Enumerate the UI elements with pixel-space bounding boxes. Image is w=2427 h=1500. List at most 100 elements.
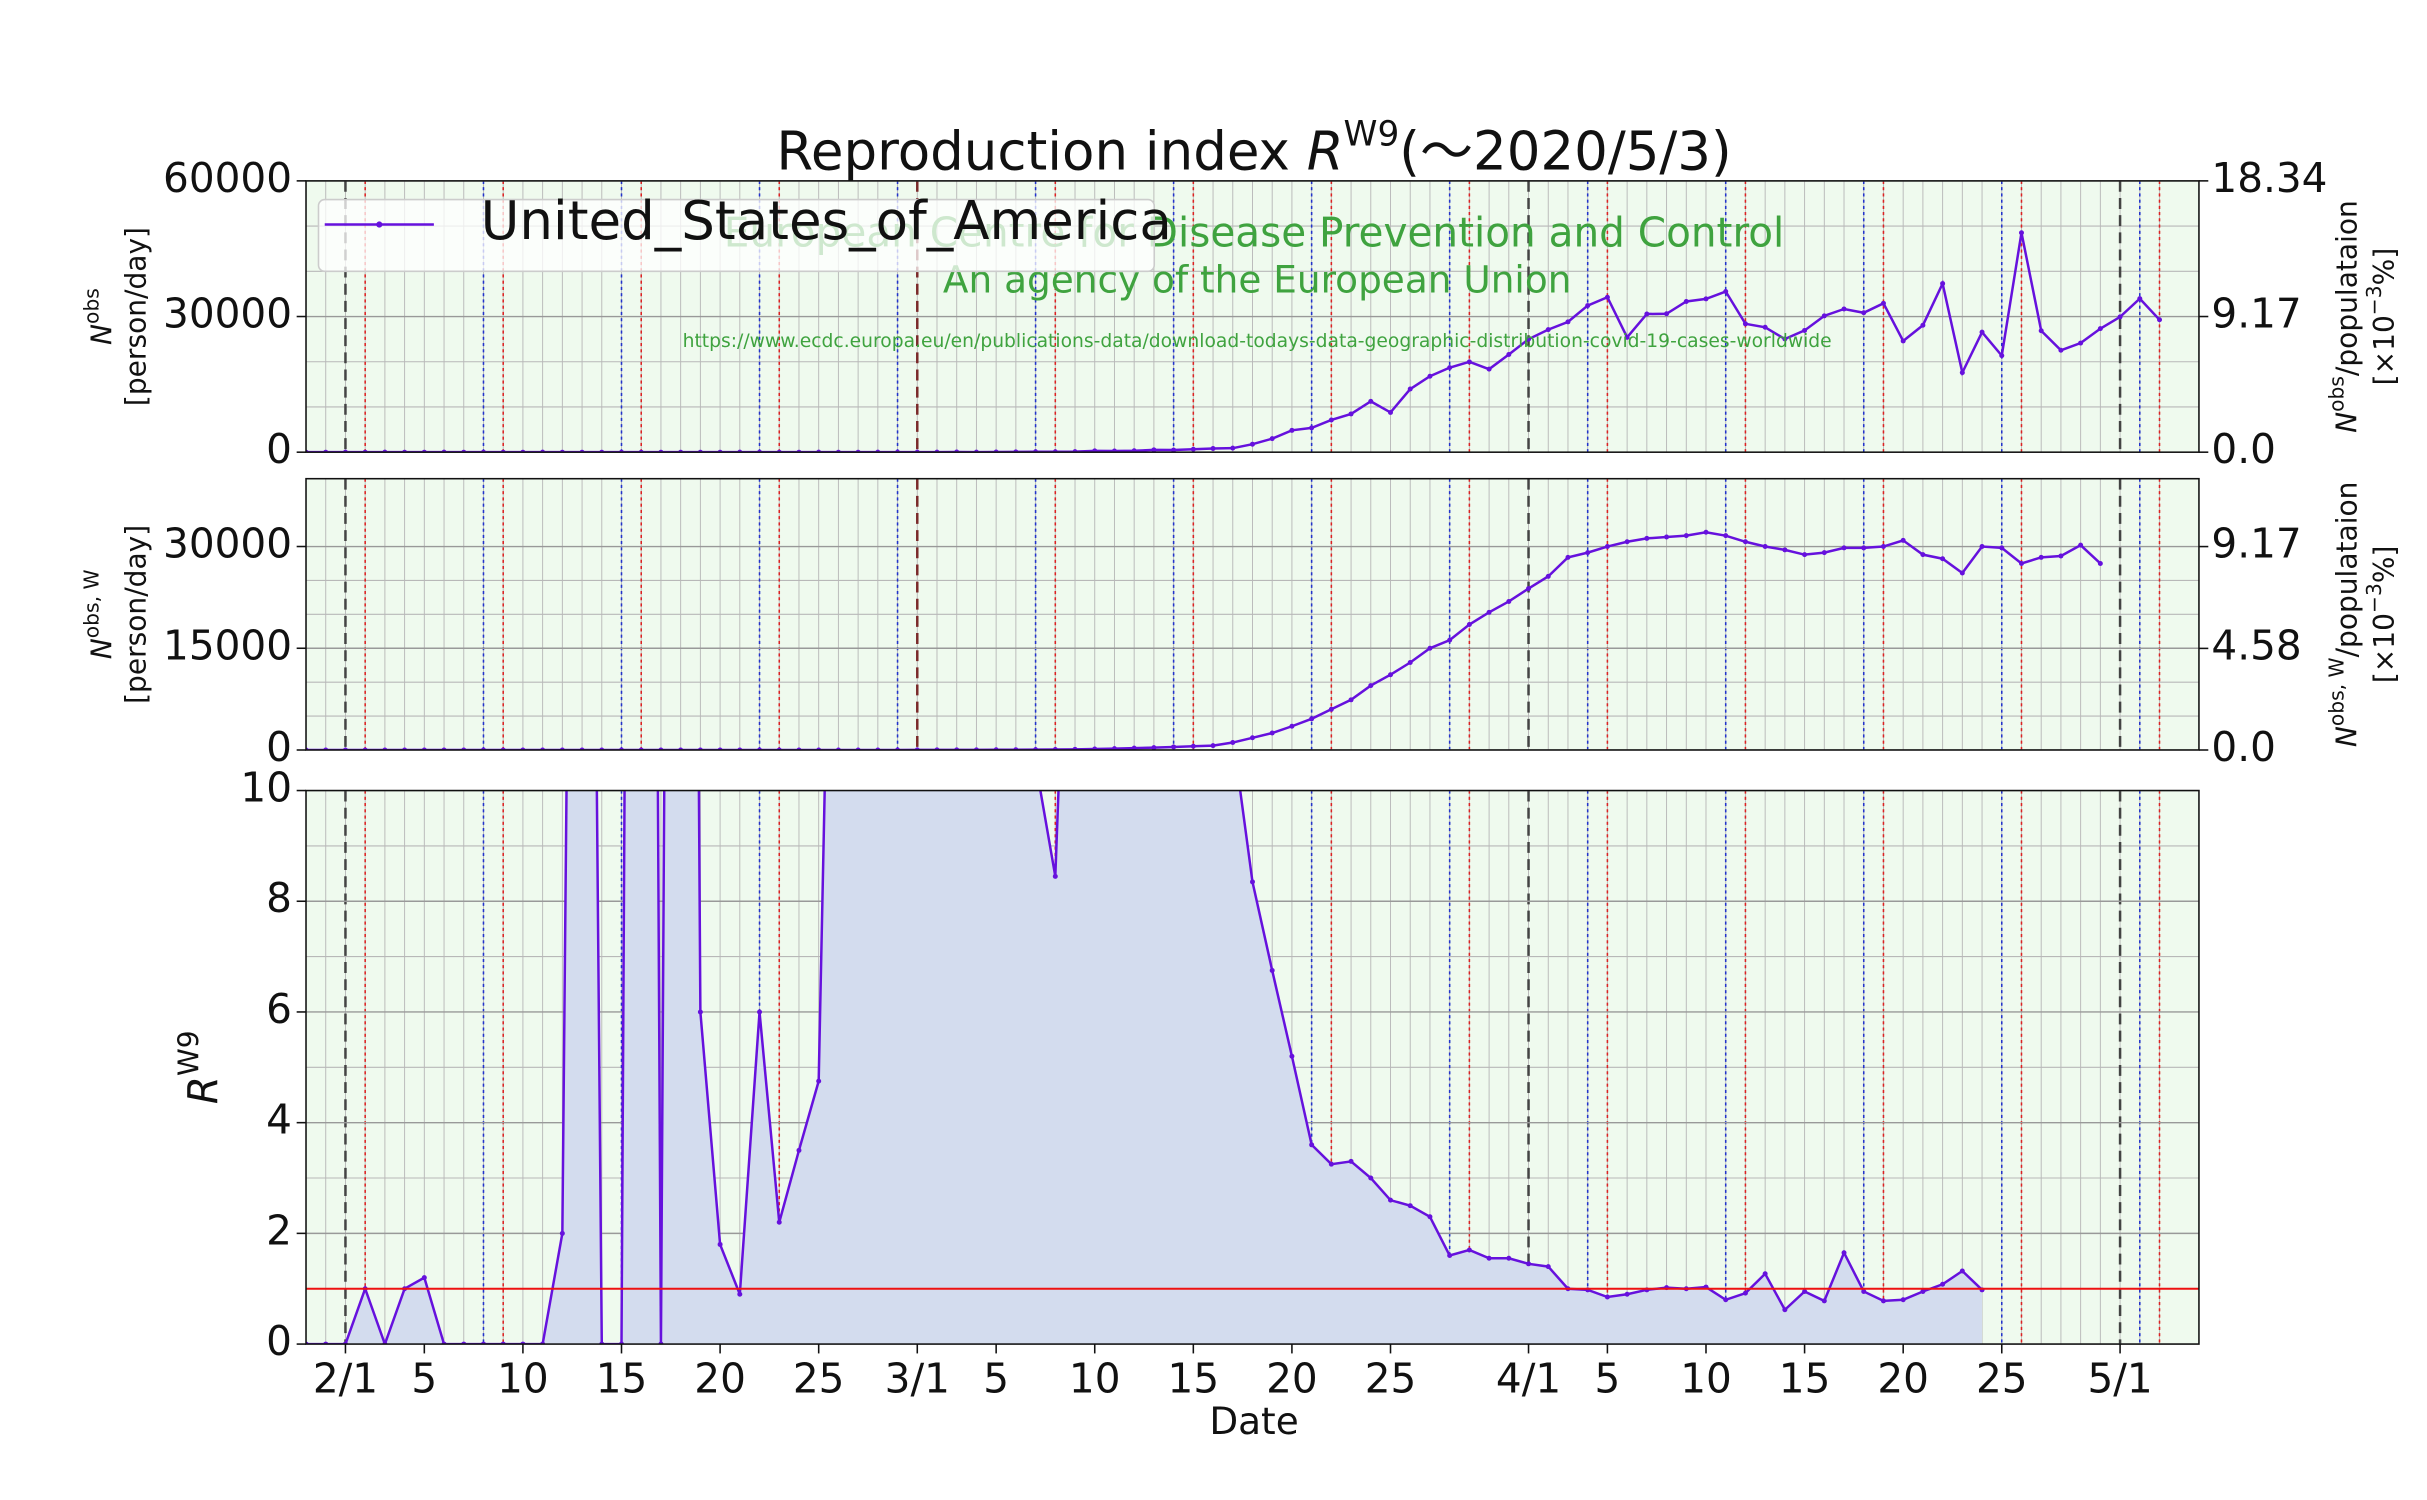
point [1604, 1294, 1610, 1300]
title-symbol: R [1307, 120, 1344, 182]
point [2058, 553, 2064, 559]
title-suffix: (～2020/5/3) [1399, 120, 1731, 182]
x-tick-label: 4/1 [1496, 1354, 1561, 1402]
point [1644, 311, 1650, 317]
point [1821, 550, 1827, 556]
x-tick-label: 20 [694, 1354, 746, 1402]
point [1802, 1288, 1808, 1294]
y-label-sup: obs [79, 288, 103, 324]
point [1210, 445, 1216, 451]
point [1249, 735, 1255, 741]
point [1565, 319, 1571, 325]
point [1171, 447, 1177, 453]
point [1861, 545, 1867, 551]
y2-unit-sup: −3 [2362, 583, 2386, 613]
point [1328, 417, 1334, 423]
y2-unit-text: [×10 [2368, 613, 2401, 683]
y2-label-sup: obs [2324, 376, 2348, 412]
legend-marker [376, 221, 383, 228]
point [2157, 317, 2163, 323]
point [1703, 529, 1709, 535]
y-axis-label: Nobs, W [79, 569, 118, 659]
point [1920, 322, 1926, 328]
point [1782, 1307, 1788, 1313]
point [1762, 544, 1768, 550]
y2-unit-end: %] [2368, 546, 2401, 584]
point [1762, 1271, 1768, 1277]
y2-unit-sup: −3 [2362, 285, 2386, 315]
x-tick-label: 25 [1365, 1354, 1417, 1402]
point [1506, 598, 1512, 604]
point [1249, 441, 1255, 447]
point [1151, 745, 1157, 750]
y2-tick-label: 4.58 [2211, 621, 2301, 669]
point [1999, 353, 2005, 359]
point [1545, 1264, 1551, 1270]
point [1920, 552, 1926, 558]
y2-label-text: /populataion [2331, 200, 2364, 376]
point [1624, 1291, 1630, 1297]
point [1447, 365, 1453, 371]
x-tick-label: 5 [983, 1354, 1009, 1402]
y-label-symbol: N [85, 638, 118, 659]
point [757, 1009, 763, 1015]
y-label-symbol: R [179, 1076, 227, 1104]
point [1072, 746, 1078, 750]
series-line [306, 790, 1983, 1345]
point [1782, 336, 1788, 342]
point [1999, 545, 2005, 551]
y2-tick-label: 0.0 [2211, 425, 2275, 473]
y-tick-label: 30000 [163, 290, 292, 338]
point [1309, 716, 1315, 722]
point [1644, 535, 1650, 541]
y-tick-label: 4 [266, 1096, 292, 1144]
point [1348, 697, 1354, 703]
point [1447, 637, 1453, 643]
y2-axis-label: Nobs, W/populataion [2324, 482, 2363, 748]
plot-area [306, 478, 2199, 750]
point [717, 1241, 723, 1247]
point [1723, 289, 1729, 295]
point [1388, 672, 1394, 678]
y-axis-unit: [person/day] [120, 525, 153, 704]
y-tick-label: 0 [266, 1317, 292, 1365]
point [2097, 326, 2103, 332]
y2-tick-label: 0.0 [2211, 723, 2275, 771]
point [2058, 347, 2064, 353]
x-tick-label: 3/1 [885, 1354, 950, 1402]
point [1427, 1214, 1433, 1220]
y-label-symbol: N [85, 324, 118, 345]
point [1289, 427, 1295, 433]
point [2137, 296, 2143, 302]
y-tick-label: 0 [266, 425, 292, 473]
title-text: Reproduction index [776, 120, 1306, 182]
x-tick-label: 5 [1595, 1354, 1621, 1402]
y2-axis-label: Nobs/populataion [2324, 200, 2363, 433]
point [1742, 321, 1748, 327]
point [1900, 338, 1906, 344]
point [1447, 1253, 1453, 1259]
point [2038, 328, 2044, 334]
y-tick-label: 10 [240, 764, 292, 812]
point [1407, 660, 1413, 665]
point [1880, 1298, 1886, 1304]
x-axis-label: Date [1209, 1399, 1298, 1443]
point [1348, 411, 1354, 417]
point [1407, 1203, 1413, 1209]
y-tick-label: 8 [266, 874, 292, 922]
point [1900, 1297, 1906, 1303]
point [1959, 570, 1965, 576]
point [1466, 622, 1472, 628]
point [1841, 306, 1847, 312]
point [1802, 552, 1808, 558]
point [1486, 1255, 1492, 1261]
point [697, 1009, 703, 1015]
x-tick-label: 25 [793, 1354, 845, 1402]
point [1821, 313, 1827, 319]
point [1782, 547, 1788, 553]
point [1348, 1158, 1354, 1164]
chart-title: Reproduction index RW9(～2020/5/3) [776, 114, 1731, 182]
point [421, 1275, 427, 1281]
point [1052, 873, 1058, 879]
x-tick-label: 10 [1680, 1354, 1732, 1402]
